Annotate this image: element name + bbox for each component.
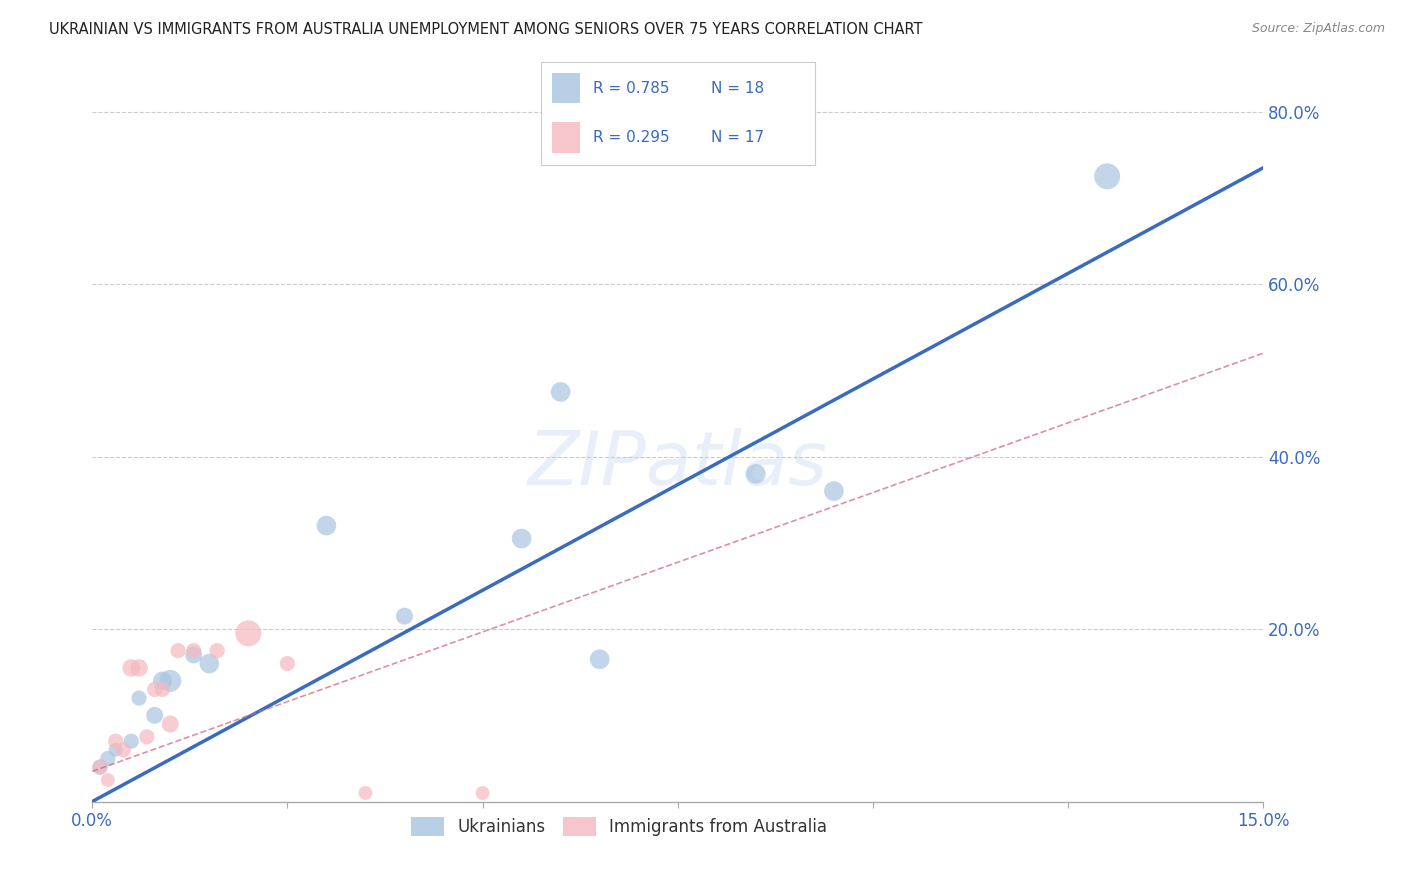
Point bbox=[143, 708, 166, 723]
Legend: Ukrainians, Immigrants from Australia: Ukrainians, Immigrants from Australia bbox=[402, 809, 835, 845]
Point bbox=[159, 717, 181, 731]
Point bbox=[205, 643, 228, 657]
Point bbox=[183, 648, 205, 662]
Point bbox=[167, 643, 190, 657]
Point bbox=[120, 661, 142, 675]
Point bbox=[104, 743, 127, 757]
Text: N = 17: N = 17 bbox=[711, 130, 765, 145]
Point bbox=[315, 518, 337, 533]
Point bbox=[198, 657, 221, 671]
Text: UKRAINIAN VS IMMIGRANTS FROM AUSTRALIA UNEMPLOYMENT AMONG SENIORS OVER 75 YEARS : UKRAINIAN VS IMMIGRANTS FROM AUSTRALIA U… bbox=[49, 22, 922, 37]
Point bbox=[143, 682, 166, 697]
Point bbox=[589, 652, 612, 666]
Point bbox=[354, 786, 377, 800]
Point bbox=[128, 691, 150, 706]
Point bbox=[183, 643, 205, 657]
Bar bbox=[553, 73, 579, 103]
Point bbox=[159, 673, 181, 688]
Point bbox=[510, 532, 533, 546]
Text: R = 0.295: R = 0.295 bbox=[593, 130, 671, 145]
Point bbox=[128, 661, 150, 675]
Point bbox=[135, 730, 157, 744]
Point bbox=[823, 484, 845, 499]
Point bbox=[394, 609, 416, 624]
Point bbox=[89, 760, 111, 774]
Point bbox=[97, 751, 120, 765]
Text: R = 0.785: R = 0.785 bbox=[593, 80, 669, 95]
Point bbox=[152, 673, 174, 688]
Point bbox=[120, 734, 142, 748]
Point bbox=[97, 772, 120, 787]
Point bbox=[276, 657, 298, 671]
Point bbox=[745, 467, 768, 481]
Point bbox=[89, 760, 111, 774]
Text: N = 18: N = 18 bbox=[711, 80, 765, 95]
Text: Source: ZipAtlas.com: Source: ZipAtlas.com bbox=[1251, 22, 1385, 36]
Point bbox=[471, 786, 494, 800]
Point bbox=[238, 626, 260, 640]
Bar bbox=[553, 122, 579, 153]
Point bbox=[152, 682, 174, 697]
Point bbox=[550, 384, 572, 399]
Point bbox=[1095, 169, 1118, 184]
Text: ZIPatlas: ZIPatlas bbox=[527, 428, 828, 500]
Point bbox=[104, 734, 127, 748]
Point bbox=[112, 743, 135, 757]
